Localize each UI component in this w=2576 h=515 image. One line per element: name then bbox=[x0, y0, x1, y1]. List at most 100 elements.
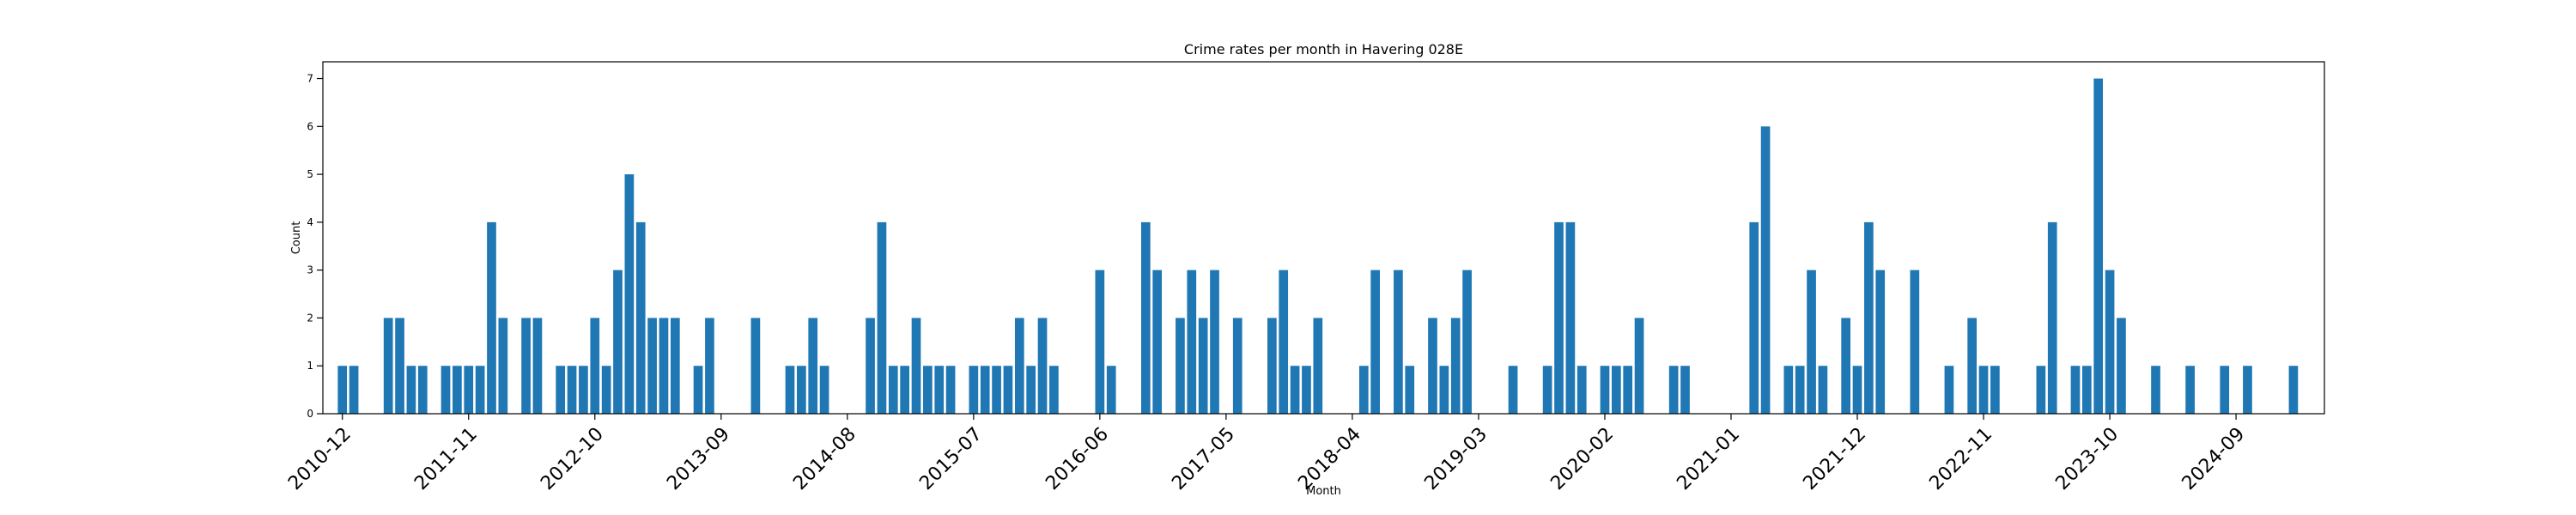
bar-2024-02 bbox=[2151, 366, 2160, 414]
bar-2016-06 bbox=[1096, 270, 1105, 414]
x-tick-label: 2012-10 bbox=[537, 423, 608, 494]
bar-2022-01 bbox=[1864, 222, 1874, 414]
bar-2020-02 bbox=[1601, 366, 1610, 414]
bar-2012-01 bbox=[487, 222, 496, 414]
bar-2013-12 bbox=[751, 318, 761, 414]
bar-2022-10 bbox=[1967, 318, 1977, 414]
bar-2020-03 bbox=[1612, 366, 1621, 414]
y-tick-label: 0 bbox=[307, 408, 313, 420]
y-tick-label: 7 bbox=[307, 73, 313, 85]
bar-2013-01 bbox=[625, 174, 635, 414]
x-tick-label: 2022-11 bbox=[1925, 423, 1996, 494]
bar-2016-02 bbox=[1049, 366, 1059, 414]
bar-2010-12 bbox=[337, 366, 347, 414]
x-tick-label: 2015-07 bbox=[915, 423, 987, 494]
bar-2015-08 bbox=[981, 366, 990, 414]
bar-2016-07 bbox=[1107, 366, 1116, 414]
bar-2012-04 bbox=[521, 318, 531, 414]
bar-2013-03 bbox=[647, 318, 657, 414]
bar-2023-11 bbox=[2117, 318, 2126, 414]
bar-2022-12 bbox=[1990, 366, 2000, 414]
x-tick-label: 2014-08 bbox=[789, 423, 860, 494]
bar-2018-01 bbox=[1313, 318, 1322, 414]
bar-2015-12 bbox=[1026, 366, 1036, 414]
x-tick-label: 2020-02 bbox=[1546, 423, 1618, 494]
bar-2018-11 bbox=[1428, 318, 1437, 414]
bar-2011-11 bbox=[464, 366, 473, 414]
x-tick-label: 2018-04 bbox=[1294, 423, 1365, 494]
x-tick-label: 2021-01 bbox=[1673, 423, 1744, 494]
y-axis-ticks: 0 1 2 3 4 5 6 7 bbox=[307, 73, 323, 420]
x-tick-label: 2024-09 bbox=[2178, 423, 2250, 494]
bar-2019-09 bbox=[1543, 366, 1552, 414]
bar-2021-09 bbox=[1819, 366, 1828, 414]
bar-series bbox=[337, 79, 2298, 414]
bar-2017-03 bbox=[1199, 318, 1208, 414]
bar-2017-01 bbox=[1176, 318, 1185, 414]
bar-2012-09 bbox=[579, 366, 588, 414]
bar-2015-04 bbox=[934, 366, 944, 414]
bar-2011-12 bbox=[476, 366, 485, 414]
bar-2015-07 bbox=[969, 366, 978, 414]
bar-2023-08 bbox=[2082, 366, 2092, 414]
bar-2021-07 bbox=[1795, 366, 1805, 414]
bar-2020-05 bbox=[1635, 318, 1644, 414]
plot-frame bbox=[323, 62, 2324, 414]
bar-2024-10 bbox=[2243, 366, 2252, 414]
bar-2014-11 bbox=[878, 222, 887, 414]
bar-2013-04 bbox=[659, 318, 669, 414]
bar-2017-11 bbox=[1291, 366, 1300, 414]
bar-2013-08 bbox=[705, 318, 714, 414]
bar-2011-09 bbox=[441, 366, 451, 414]
bar-2019-10 bbox=[1554, 222, 1564, 414]
x-axis-label: Month bbox=[1306, 485, 1341, 498]
bar-2012-07 bbox=[556, 366, 565, 414]
x-tick-label: 2019-03 bbox=[1420, 423, 1492, 494]
bar-2011-01 bbox=[349, 366, 359, 414]
bar-2025-02 bbox=[2289, 366, 2299, 414]
bar-2023-07 bbox=[2071, 366, 2081, 414]
bar-2023-04 bbox=[2037, 366, 2046, 414]
bar-2019-11 bbox=[1566, 222, 1576, 414]
y-axis-label: Count bbox=[290, 221, 303, 255]
bar-2015-10 bbox=[1004, 366, 1013, 414]
x-tick-label: 2016-06 bbox=[1042, 423, 1113, 494]
bar-2014-06 bbox=[820, 366, 829, 414]
bar-2014-04 bbox=[797, 366, 806, 414]
bar-2018-12 bbox=[1439, 366, 1449, 414]
y-tick-label: 3 bbox=[307, 264, 313, 276]
bar-2014-05 bbox=[808, 318, 817, 414]
bar-2012-12 bbox=[613, 270, 623, 414]
bar-2020-04 bbox=[1623, 366, 1632, 414]
bar-2017-06 bbox=[1233, 318, 1242, 414]
bar-2017-09 bbox=[1267, 318, 1277, 414]
bar-2023-09 bbox=[2093, 79, 2103, 414]
bar-2015-02 bbox=[912, 318, 921, 414]
x-tick-label: 2021-12 bbox=[1799, 423, 1870, 494]
bar-2013-02 bbox=[636, 222, 646, 414]
x-axis-ticks: 2010-12 2011-11 2012-10 2013-09 2014-08 2015-… bbox=[284, 414, 2249, 494]
y-tick-label: 4 bbox=[307, 216, 313, 228]
bar-2018-05 bbox=[1359, 366, 1369, 414]
bar-2019-12 bbox=[1577, 366, 1587, 414]
bar-2022-05 bbox=[1910, 270, 1919, 414]
bar-2019-01 bbox=[1451, 318, 1461, 414]
bar-2016-11 bbox=[1152, 270, 1162, 414]
bar-2021-08 bbox=[1807, 270, 1816, 414]
bar-2013-05 bbox=[671, 318, 680, 414]
bar-2023-05 bbox=[2048, 222, 2057, 414]
bar-2021-03 bbox=[1749, 222, 1759, 414]
bar-2012-08 bbox=[568, 366, 577, 414]
bar-2014-03 bbox=[786, 366, 795, 414]
bar-2024-05 bbox=[2185, 366, 2195, 414]
bar-2022-11 bbox=[1979, 366, 1989, 414]
y-tick-label: 1 bbox=[307, 360, 313, 372]
bar-2018-08 bbox=[1394, 270, 1403, 414]
bar-2016-10 bbox=[1141, 222, 1151, 414]
bar-2017-10 bbox=[1279, 270, 1288, 414]
bar-2019-06 bbox=[1509, 366, 1518, 414]
bar-2015-01 bbox=[900, 366, 909, 414]
bar-2012-05 bbox=[533, 318, 543, 414]
chart-title: Crime rates per month in Havering 028E bbox=[1184, 41, 1463, 58]
